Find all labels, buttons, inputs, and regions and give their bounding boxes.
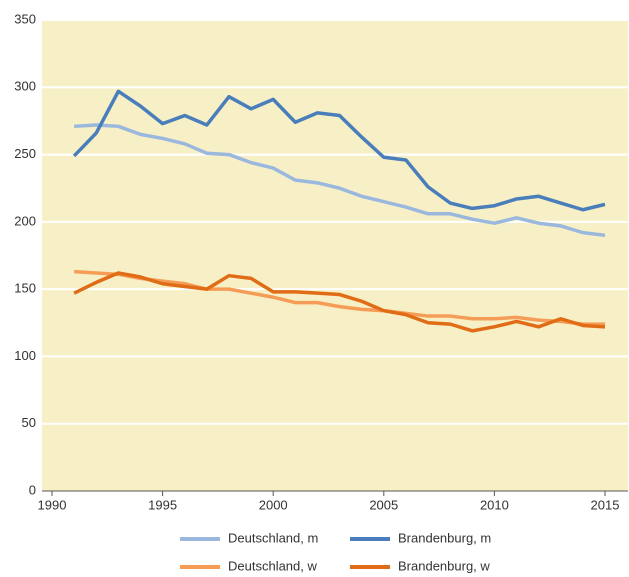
x-tick-label: 2000 <box>259 497 288 512</box>
x-tick-label: 2010 <box>480 497 509 512</box>
series-line <box>74 123 606 238</box>
series-line <box>73 271 606 333</box>
y-tick-label: 300 <box>14 79 36 94</box>
plot-area <box>42 20 628 491</box>
series-line <box>74 269 605 326</box>
legend-label: Brandenburg, m <box>398 530 491 545</box>
y-tick-label: 50 <box>22 415 36 430</box>
y-tick-label: 350 <box>14 11 36 26</box>
y-tick-label: 200 <box>14 213 36 228</box>
y-tick-label: 0 <box>29 482 36 497</box>
series-line <box>72 89 606 212</box>
x-tick-label: 2015 <box>591 497 620 512</box>
x-tick-label: 1995 <box>148 497 177 512</box>
legend-label: Brandenburg, w <box>398 558 490 573</box>
y-tick-label: 100 <box>14 348 36 363</box>
x-tick-label: 1990 <box>38 497 67 512</box>
y-tick-label: 150 <box>14 281 36 296</box>
legend-label: Deutschland, w <box>228 558 317 573</box>
legend-label: Deutschland, m <box>228 530 318 545</box>
y-tick-label: 250 <box>14 146 36 161</box>
x-tick-label: 2005 <box>369 497 398 512</box>
